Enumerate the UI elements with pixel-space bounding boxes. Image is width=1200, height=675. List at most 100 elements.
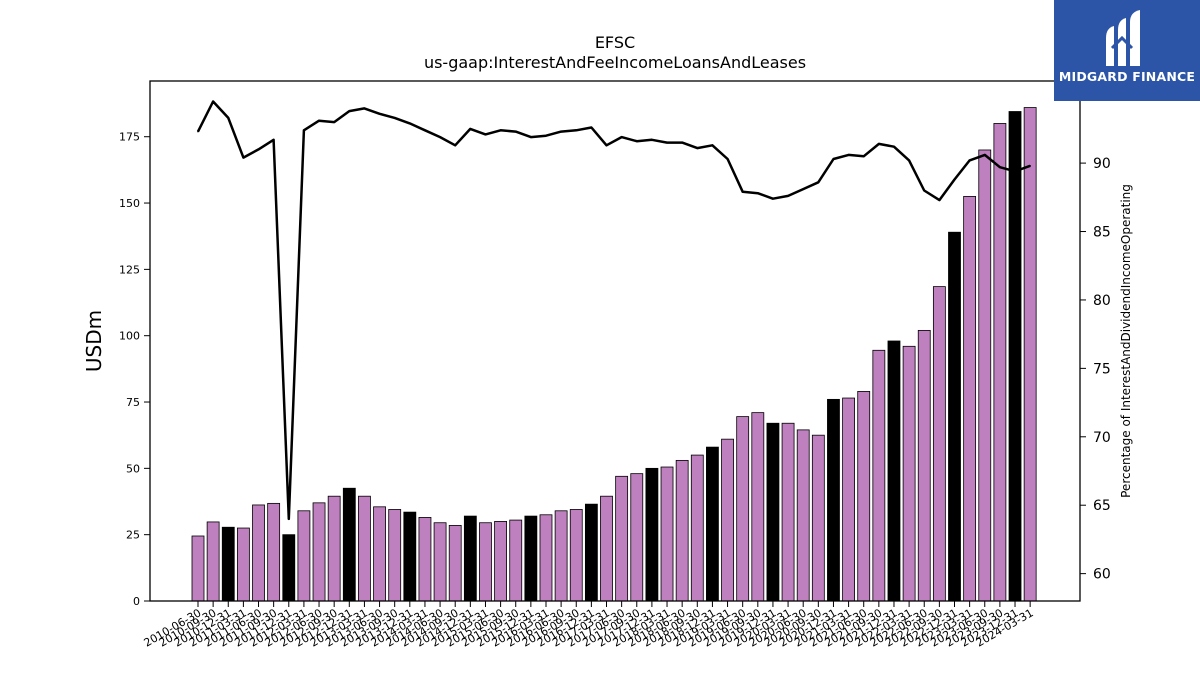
bar: [342, 487, 356, 602]
line-point: [393, 117, 396, 119]
bar: [857, 391, 871, 602]
bar: [887, 340, 901, 602]
line-point: [666, 141, 668, 144]
y2-tick-label: 70: [1093, 430, 1111, 446]
line-point: [575, 129, 578, 132]
bar: [297, 510, 311, 602]
bar: [554, 510, 568, 602]
line-series: [196, 100, 1031, 521]
bar: [206, 521, 220, 602]
line-point: [923, 189, 926, 192]
bar: [191, 535, 205, 602]
line-point: [363, 107, 366, 110]
right-axis: 60 65 70 75 80 85 90: [1080, 156, 1111, 583]
y-tick-label: 0: [133, 595, 140, 608]
line-point: [802, 188, 804, 190]
bar: [236, 527, 250, 602]
line-point: [696, 147, 699, 149]
line-point: [862, 155, 865, 158]
bar: [252, 504, 265, 602]
line-path: [196, 100, 1031, 521]
y2-axis-label: Percentage of InterestAndDividendIncomeO…: [1119, 184, 1133, 498]
line-point: [318, 119, 320, 122]
line-point: [378, 113, 381, 115]
line-point: [348, 110, 351, 112]
bar: [569, 509, 583, 602]
bar: [948, 231, 961, 602]
y2-tick-label: 80: [1093, 293, 1111, 309]
line-point: [1029, 165, 1031, 167]
bar: [781, 422, 795, 602]
bar: [312, 502, 326, 602]
line-point: [590, 126, 593, 129]
logo-mark-icon: [1106, 10, 1140, 66]
line-point: [514, 130, 517, 133]
bar: [993, 123, 1007, 602]
bar: [494, 521, 508, 602]
line-point: [1014, 170, 1016, 173]
y2-tick-label: 90: [1093, 156, 1111, 172]
line-point: [545, 134, 547, 137]
bar: [827, 398, 840, 602]
bar: [282, 534, 296, 602]
line-point: [772, 197, 774, 200]
chart-subtitle: us-gaap:InterestAndFeeIncomeLoansAndLeas…: [424, 53, 806, 72]
bar: [509, 519, 523, 602]
bar: [373, 506, 386, 602]
line-point: [681, 141, 683, 144]
line-point: [409, 122, 411, 125]
bar: [902, 345, 916, 602]
line-point: [832, 158, 835, 160]
line-point: [424, 129, 426, 132]
line-point: [605, 144, 608, 147]
line-point: [726, 158, 729, 160]
bar: [418, 517, 432, 602]
line-point: [711, 144, 714, 147]
bar: [584, 503, 598, 602]
bar: [842, 397, 855, 602]
line-point: [272, 139, 275, 141]
bar: [796, 429, 810, 602]
bar: [751, 412, 765, 602]
bar: [267, 502, 281, 602]
bar: [645, 467, 659, 602]
bar: [433, 522, 447, 602]
line-point: [212, 100, 214, 103]
bar: [811, 434, 825, 602]
line-point: [560, 130, 562, 133]
y-tick-label: 50: [126, 462, 140, 475]
y-tick-label: 75: [126, 396, 140, 409]
bar: [690, 454, 704, 602]
bar: [1023, 107, 1037, 602]
line-point: [741, 191, 744, 193]
bar: [932, 286, 946, 602]
line-point: [953, 178, 956, 181]
y2-tick-label: 65: [1093, 498, 1111, 514]
line-point: [303, 129, 305, 132]
line-point: [530, 136, 532, 138]
bar: [358, 495, 371, 602]
line-point: [227, 117, 230, 119]
plot-frame: [149, 80, 1081, 602]
line-point: [469, 128, 472, 130]
line-point: [257, 148, 260, 151]
x-axis: 2010-06-302010-09-302010-12-312011-03-31…: [142, 601, 1036, 650]
line-point: [439, 136, 441, 138]
logo-text: MIDGARD FINANCE: [1058, 69, 1196, 84]
line-point: [757, 192, 759, 195]
line-point: [287, 518, 290, 520]
bar: [721, 438, 734, 602]
line-point: [787, 195, 789, 197]
bar-series: [191, 107, 1037, 602]
bar: [675, 459, 689, 602]
y-tick-label: 100: [119, 330, 140, 343]
bar: [736, 416, 750, 602]
brand-logo: MIDGARD FINANCE: [1054, 0, 1200, 101]
bar: [1008, 111, 1022, 602]
bar: [615, 475, 629, 602]
line-point: [454, 144, 457, 147]
bar: [660, 466, 674, 602]
bar: [448, 524, 462, 602]
bar: [221, 526, 235, 602]
bar: [479, 522, 492, 602]
